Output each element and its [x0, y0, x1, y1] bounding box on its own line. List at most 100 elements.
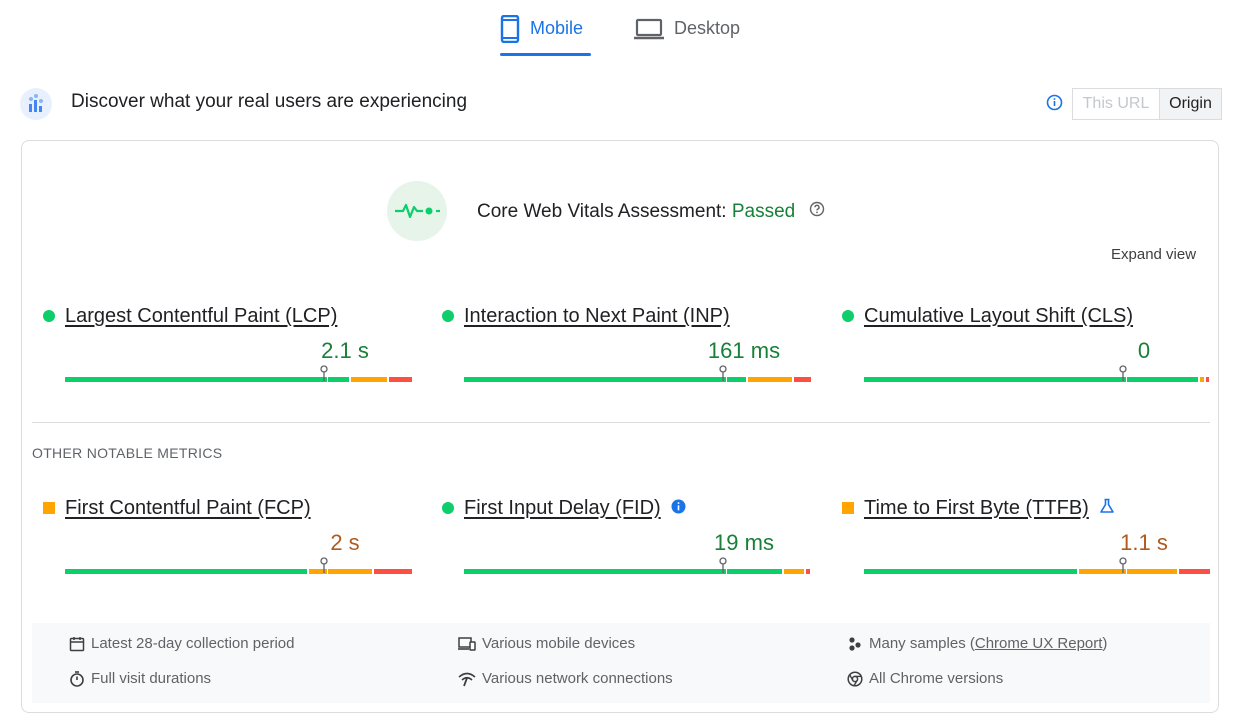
average-segment — [1079, 569, 1126, 574]
metric-fid-name: First Input Delay (FID) — [464, 497, 686, 520]
samples-suffix: ) — [1102, 635, 1108, 652]
metric-lcp-name[interactable]: Largest Contentful Paint (LCP) — [65, 305, 338, 327]
poor-segment — [374, 569, 412, 574]
deprecation-info-icon[interactable] — [671, 497, 686, 520]
tab-desktop-label: Desktop — [674, 18, 741, 38]
visit-durations: Full visit durations — [69, 670, 211, 687]
good-segment-end — [727, 569, 782, 574]
status-good-indicator — [442, 310, 454, 322]
field-data-title: Discover what your real users are experi… — [71, 91, 468, 112]
status-good-indicator — [43, 310, 55, 322]
tab-mobile-label: Mobile — [530, 18, 584, 38]
good-segment — [864, 377, 1126, 382]
chrome-icon — [847, 670, 863, 687]
metric-fcp: First Contentful Paint (FCP) 2 s — [43, 497, 413, 587]
metric-inp-name[interactable]: Interaction to Next Paint (INP) — [464, 305, 730, 327]
metric-ttfb-name: Time to First Byte (TTFB) — [864, 497, 1115, 520]
other-metrics-heading: OTHER NOTABLE METRICS — [32, 445, 223, 461]
average-segment — [1200, 377, 1204, 382]
good-segment — [864, 569, 1077, 574]
data-collection-info: Latest 28-day collection period Various … — [32, 623, 1210, 703]
good-segment — [464, 569, 726, 574]
average-segment — [784, 569, 804, 574]
device-coverage: Various mobile devices — [458, 635, 635, 652]
metric-fcp-distribution-bar — [65, 557, 412, 574]
metric-fcp-value: 2 s — [330, 530, 360, 555]
good-segment — [65, 377, 327, 382]
average-segment — [351, 377, 387, 382]
field-data-header: Discover what your real users are experi… — [20, 86, 1222, 120]
vitals-pulse-icon — [387, 181, 447, 241]
status-average-indicator — [842, 502, 854, 514]
metric-fid-label[interactable]: First Input Delay (FID) — [464, 497, 661, 519]
p75-marker-icon — [320, 365, 328, 381]
good-segment — [464, 377, 726, 382]
status-good-indicator — [842, 310, 854, 322]
metric-fid-value: 19 ms — [714, 530, 774, 555]
metric-fid-distribution-bar — [464, 557, 811, 574]
metric-ttfb: Time to First Byte (TTFB) 1.1 s — [842, 497, 1212, 587]
metric-cls-distribution-bar — [864, 365, 1211, 382]
cwv-card: Core Web Vitals Assessment: Passed Expan… — [21, 140, 1219, 713]
metric-inp-distribution-bar — [464, 365, 811, 382]
tab-mobile[interactable]: Mobile — [500, 0, 591, 57]
chrome-ux-report-link[interactable]: Chrome UX Report — [974, 635, 1103, 652]
url-origin-toggle: This URL Origin — [1072, 88, 1222, 120]
calendar-icon — [69, 636, 85, 651]
metric-fcp-name[interactable]: First Contentful Paint (FCP) — [65, 497, 311, 519]
sample-count: Many samples (Chrome UX Report) — [847, 635, 1107, 652]
metric-fid: First Input Delay (FID) 19 ms — [442, 497, 812, 587]
cwv-assessment-label: Core Web Vitals Assessment: — [477, 201, 732, 223]
origin-button[interactable]: Origin — [1160, 89, 1221, 119]
samples-icon — [849, 636, 861, 651]
chrome-versions: All Chrome versions — [847, 670, 1003, 687]
p75-marker-icon — [719, 557, 727, 573]
p75-marker-icon — [719, 365, 727, 381]
metric-inp: Interaction to Next Paint (INP) 161 ms — [442, 305, 812, 395]
metric-cls: Cumulative Layout Shift (CLS) 0 — [842, 305, 1212, 395]
collection-period: Latest 28-day collection period — [69, 635, 294, 652]
samples-prefix: Many samples ( — [869, 635, 975, 652]
section-divider — [32, 422, 1210, 423]
average-segment — [309, 569, 327, 574]
status-average-indicator — [43, 502, 55, 514]
device-coverage-text: Various mobile devices — [482, 635, 636, 652]
good-segment-end — [328, 377, 349, 382]
expand-view-link[interactable]: Expand view — [1111, 246, 1197, 263]
this-url-button[interactable]: This URL — [1073, 89, 1160, 119]
smartphone-icon — [500, 14, 520, 43]
metric-ttfb-distribution-bar — [864, 557, 1211, 574]
devices-icon — [458, 636, 476, 651]
poor-segment — [1179, 569, 1210, 574]
p75-marker-icon — [1119, 365, 1127, 381]
visit-durations-text: Full visit durations — [91, 670, 212, 687]
collection-period-text: Latest 28-day collection period — [91, 635, 295, 652]
poor-segment — [389, 377, 412, 382]
average-segment — [748, 377, 792, 382]
average-segment-end — [328, 569, 372, 574]
average-segment-end — [1127, 569, 1177, 574]
good-segment — [65, 569, 307, 574]
chrome-versions-text: All Chrome versions — [869, 670, 1004, 687]
experimental-flask-icon[interactable] — [1099, 497, 1115, 520]
network-icon — [458, 672, 476, 686]
cwv-status: Passed — [731, 201, 796, 223]
poor-segment — [794, 377, 811, 382]
status-good-indicator — [442, 502, 454, 514]
metric-ttfb-value: 1.1 s — [1120, 530, 1168, 555]
good-segment-end — [727, 377, 746, 382]
info-icon[interactable] — [1046, 94, 1063, 111]
tab-desktop[interactable]: Desktop — [634, 0, 754, 57]
stopwatch-icon — [70, 670, 84, 687]
metric-ttfb-label[interactable]: Time to First Byte (TTFB) — [864, 497, 1089, 519]
crux-logo-icon — [20, 88, 52, 120]
active-tab-indicator — [500, 53, 591, 56]
poor-segment — [806, 569, 810, 574]
help-icon[interactable] — [809, 201, 825, 223]
metric-cls-value: 0 — [1137, 338, 1151, 363]
metric-lcp-distribution-bar — [65, 365, 412, 382]
network-connections: Various network connections — [458, 670, 673, 687]
cwv-assessment: Core Web Vitals Assessment: Passed — [477, 201, 825, 223]
poor-segment — [1206, 377, 1209, 382]
metric-cls-name[interactable]: Cumulative Layout Shift (CLS) — [864, 305, 1134, 327]
